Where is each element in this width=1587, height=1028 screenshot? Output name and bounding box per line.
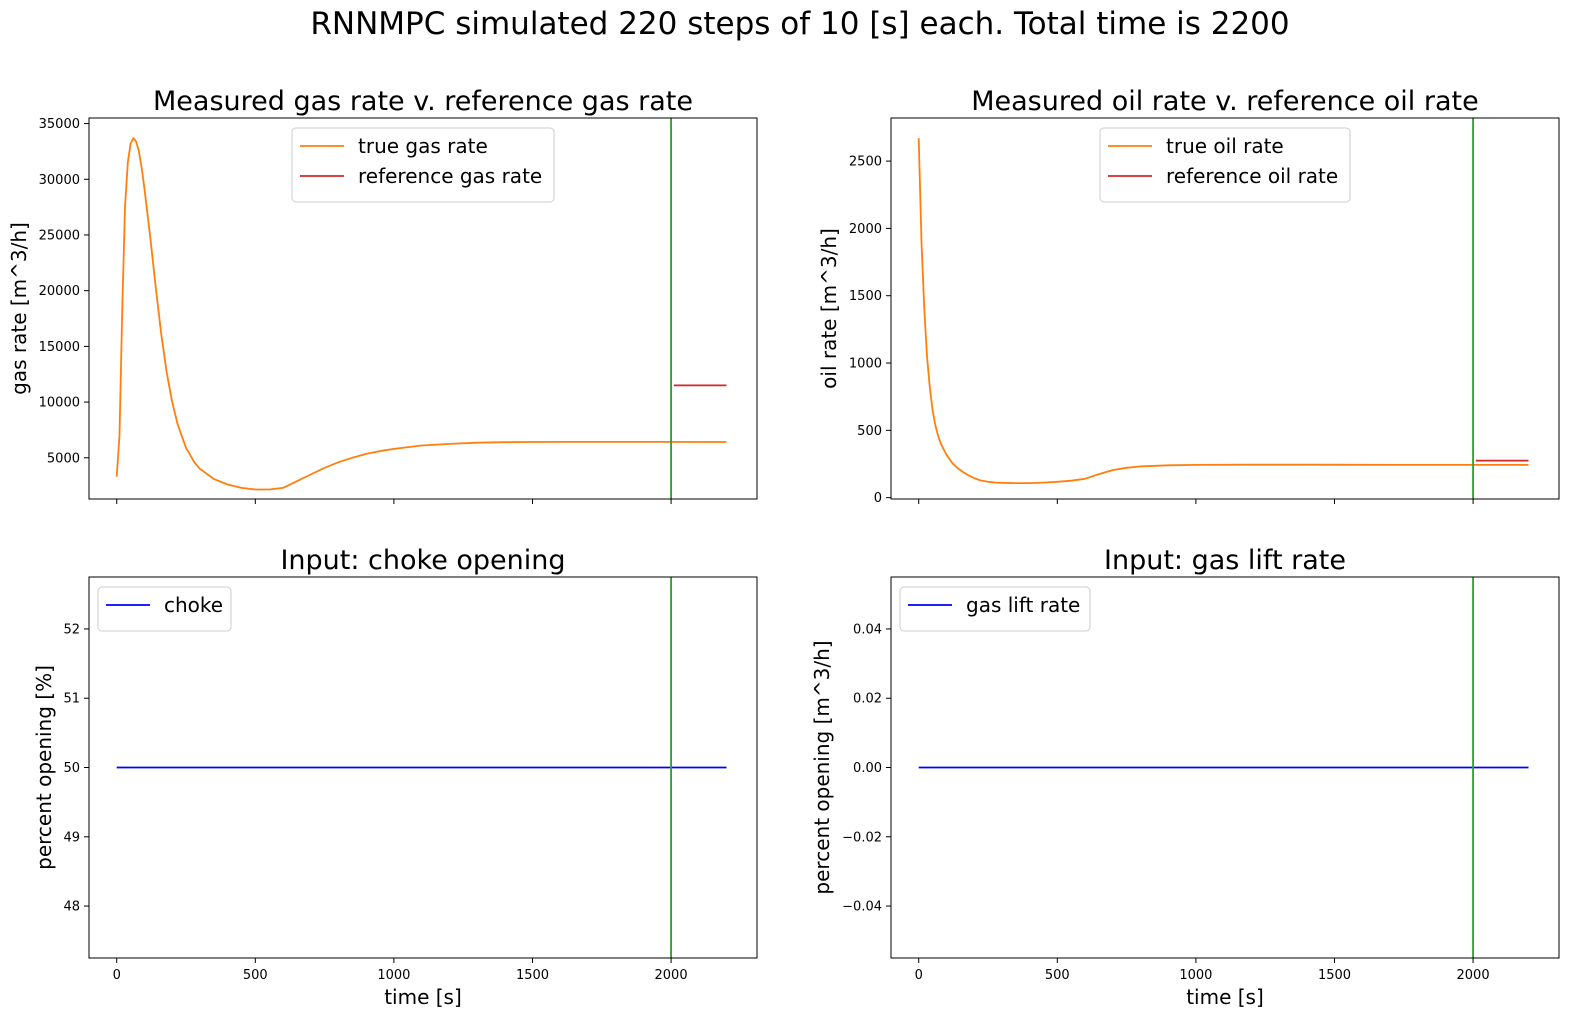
subplot-2: Measured oil rate v. reference oil rate o… (817, 86, 1560, 506)
x-axis-label: time [s] (384, 985, 462, 1009)
x-tick-label: 0 (113, 968, 121, 983)
axes-frame (890, 117, 1560, 500)
x-tick-label: 0 (915, 968, 923, 983)
y-tick-label: 2000 (849, 222, 882, 237)
x-tick-label: 500 (1045, 968, 1070, 983)
x-tick-label: 500 (243, 968, 268, 983)
x-tick-label: 1500 (1318, 968, 1351, 983)
y-tick-label: 35000 (39, 117, 80, 132)
x-tick-label: 1500 (516, 968, 549, 983)
legend-label: true oil rate (1166, 134, 1284, 158)
subplot-3: Input: choke opening percent opening [%] t… (32, 545, 758, 1009)
legend-label: reference gas rate (358, 164, 542, 188)
y-tick-label: 49 (63, 830, 80, 845)
legend: true oil rate reference oil rate (1099, 127, 1351, 203)
legend: true gas rate reference gas rate (291, 127, 555, 203)
legend-label: choke (164, 593, 223, 617)
subplot-title: Measured gas rate v. reference gas rate (153, 86, 693, 117)
axes-frame (890, 576, 1560, 959)
legend-label: true gas rate (358, 134, 488, 158)
y-tick-label: 20000 (39, 284, 80, 299)
subplot-title: Input: choke opening (280, 545, 565, 576)
y-axis-label: oil rate [m^3/h] (817, 228, 841, 389)
y-tick-label: 25000 (39, 228, 80, 243)
legend-label: gas lift rate (966, 593, 1080, 617)
y-tick-label: 5000 (47, 451, 80, 466)
y-tick-label: 48 (63, 900, 80, 915)
y-tick-label: 2500 (849, 155, 882, 170)
subplot-4: Input: gas lift rate percent opening [m^3… (810, 545, 1560, 1009)
plot-lines (116, 577, 727, 958)
series-line-true-gas-rate (115, 137, 727, 491)
legend: choke (97, 586, 232, 632)
y-tick-label: 0.04 (853, 622, 882, 637)
x-tick-label: 1000 (1179, 968, 1212, 983)
subplots: Measured gas rate v. reference gas rate g… (7, 86, 1560, 1009)
axes-frame (88, 576, 758, 959)
y-tick-label: −0.04 (842, 900, 882, 915)
series-line-true-oil-rate (917, 138, 1529, 485)
y-tick-label: 50 (63, 761, 80, 776)
y-tick-label: 30000 (39, 173, 80, 188)
legend-box (97, 586, 232, 632)
y-tick-label: 1500 (849, 289, 882, 304)
x-axis-label: time [s] (1186, 985, 1264, 1009)
y-tick-label: 0.00 (853, 761, 882, 776)
legend: gas lift rate (899, 586, 1091, 632)
x-tick-label: 2000 (655, 968, 688, 983)
legend-box (899, 586, 1091, 632)
subplot-1: Measured gas rate v. reference gas rate g… (7, 86, 758, 504)
y-tick-label: 0 (874, 491, 882, 506)
subplot-title: Measured oil rate v. reference oil rate (971, 86, 1479, 117)
y-tick-label: 500 (857, 424, 882, 439)
y-axis-label: percent opening [m^3/h] (810, 640, 834, 894)
y-tick-label: 10000 (39, 396, 80, 411)
plot-lines (918, 577, 1529, 958)
x-tick-label: 2000 (1457, 968, 1490, 983)
y-tick-label: 15000 (39, 340, 80, 355)
legend-box (291, 127, 555, 203)
plot-lines (917, 118, 1529, 499)
plot-lines (115, 118, 727, 499)
axes-frame (88, 117, 758, 500)
y-axis-label: percent opening [%] (32, 665, 56, 870)
y-tick-label: 0.02 (853, 692, 882, 707)
y-tick-label: −0.02 (842, 830, 882, 845)
y-tick-label: 51 (63, 692, 80, 707)
figure-suptitle: RNNMPC simulated 220 steps of 10 [s] eac… (310, 6, 1289, 42)
x-tick-label: 1000 (377, 968, 410, 983)
y-tick-label: 52 (63, 622, 80, 637)
legend-label: reference oil rate (1166, 164, 1338, 188)
subplot-title: Input: gas lift rate (1104, 545, 1346, 576)
y-axis-label: gas rate [m^3/h] (7, 222, 31, 395)
legend-box (1099, 127, 1351, 203)
y-tick-label: 1000 (849, 357, 882, 372)
